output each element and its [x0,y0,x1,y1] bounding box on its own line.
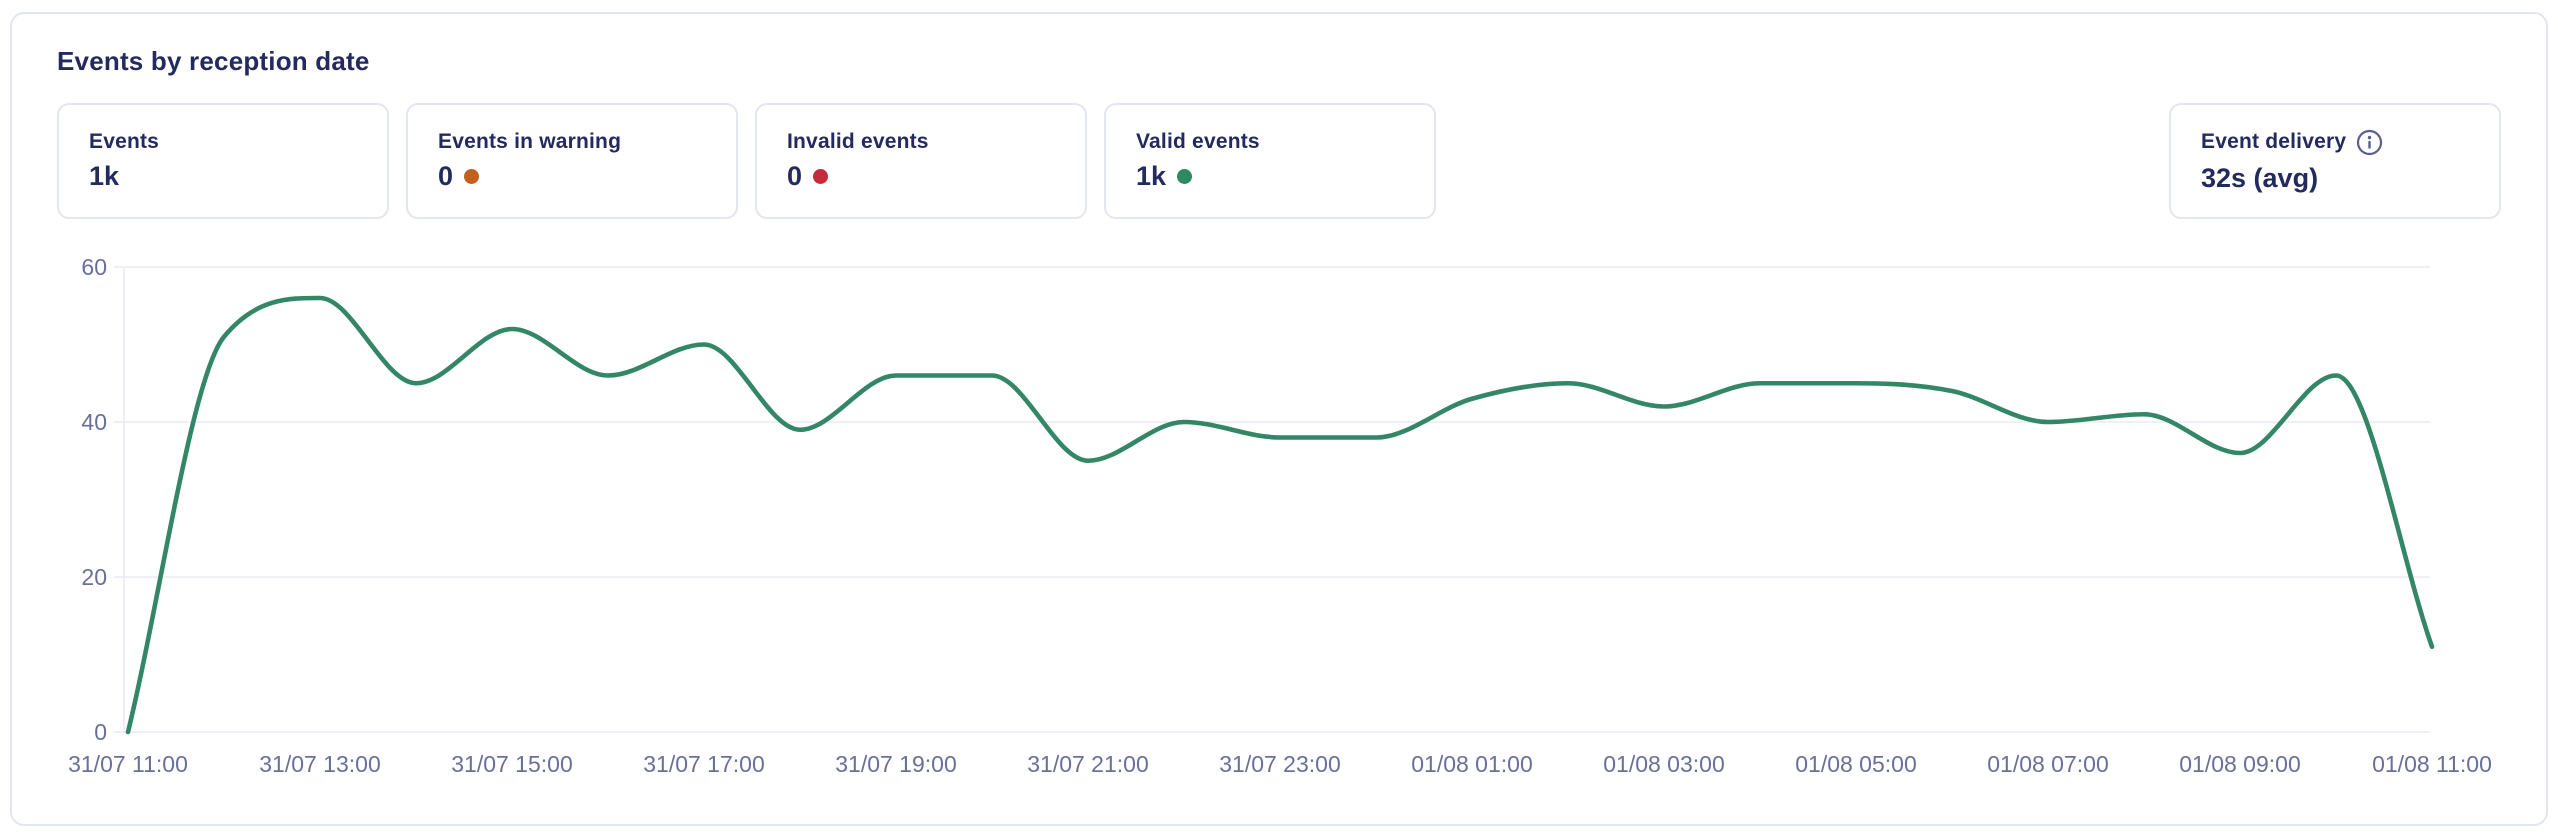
x-axis-tick: 31/07 11:00 [68,751,188,777]
warning-dot-icon [464,169,480,184]
x-axis-tick: 31/07 19:00 [835,751,957,777]
x-axis-tick: 31/07 21:00 [1027,751,1149,777]
y-axis-tick: 40 [81,409,107,435]
stat-value: 32s (avg) [2201,162,2319,193]
y-axis-tick: 0 [94,719,107,745]
x-axis-tick: 31/07 23:00 [1219,751,1341,777]
x-axis-tick: 01/08 01:00 [1411,751,1533,777]
stat-label: Invalid events [787,130,929,153]
y-axis-tick: 60 [81,254,107,280]
success-dot-icon [1177,169,1193,184]
stat-value: 0 [438,161,454,191]
stat-label: Valid events [1136,130,1260,153]
x-axis-tick: 01/08 07:00 [1987,751,2109,777]
events-series-line [125,295,2435,735]
stat-label: Event delivery [2201,129,2469,156]
chart-canvas[interactable]: 0 20 40 60 31/07 11:00 31/07 13:00 31/07 15:00… [12,245,2550,793]
stat-value: 1k [1136,161,1167,191]
x-axis-tick: 01/08 03:00 [1603,751,1725,777]
events-panel: Events by reception date Events 1k Event… [10,12,2548,826]
stat-card-event-delivery: Event delivery 32s (avg) [2169,103,2501,219]
y-axis-tick: 20 [81,564,107,590]
stat-card-valid-events: Valid events 1k [1104,103,1436,219]
stats-row: Events 1k Events in warning 0 Invalid ev… [57,103,2501,219]
x-axis-tick: 31/07 15:00 [451,751,573,777]
stat-card-invalid-events: Invalid events 0 [755,103,1087,219]
stat-label-text: Event delivery [2201,130,2347,153]
stat-card-events: Events 1k [57,103,389,219]
x-axis-tick: 31/07 13:00 [259,751,381,777]
stat-value: 1k [89,161,120,191]
x-axis-tick: 01/08 05:00 [1795,751,1917,777]
events-line-chart[interactable]: 0 20 40 60 31/07 11:00 31/07 13:00 31/07 15:00… [12,245,2546,793]
stat-label: Events in warning [438,130,622,153]
error-dot-icon [813,169,829,184]
info-icon[interactable] [2356,129,2383,156]
stat-label: Events [89,130,160,153]
x-axis-tick: 01/08 09:00 [2179,751,2301,777]
x-axis-tick: 31/07 17:00 [643,751,765,777]
page-title: Events by reception date [57,46,370,76]
x-axis-tick: 01/08 11:00 [2372,751,2492,777]
stat-card-events-in-warning: Events in warning 0 [406,103,738,219]
stat-value: 0 [787,161,803,191]
